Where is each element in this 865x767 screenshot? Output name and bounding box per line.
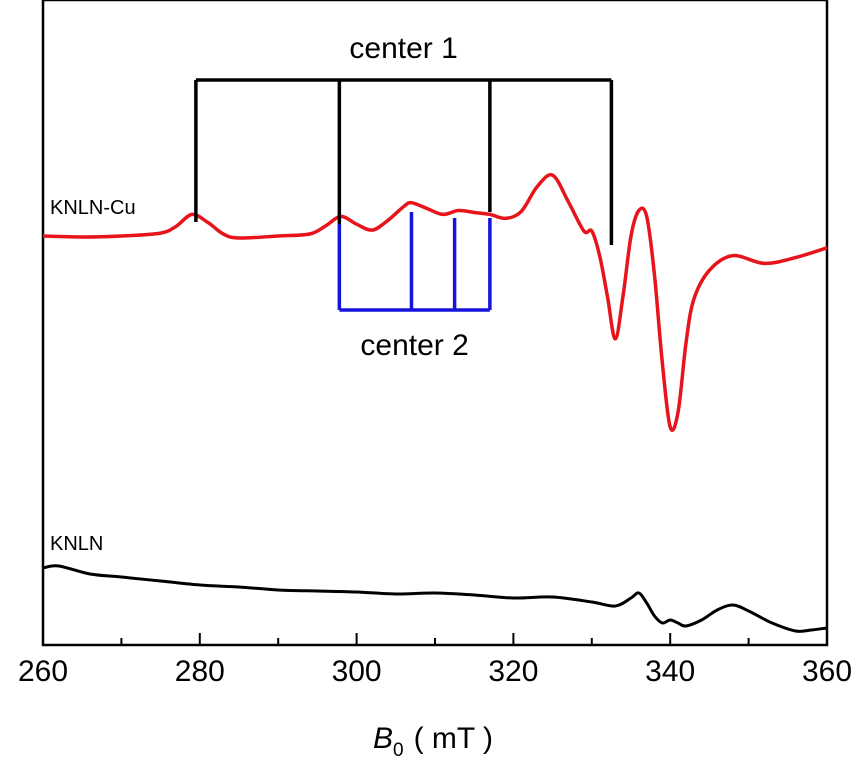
- series-line-knln-cu: [42, 173, 828, 432]
- x-axis-subscript: 0: [393, 740, 404, 761]
- x-axis-tick-labels: 260 280 300 320 340 360: [18, 655, 852, 688]
- annotation-label: center 1: [349, 32, 457, 65]
- annotation-layer: center 1 center 2: [194, 32, 614, 362]
- x-axis-symbol: B: [373, 722, 393, 755]
- x-tick-label: 260: [18, 655, 68, 688]
- annotation-label: center 2: [360, 329, 468, 362]
- plot-frame: [41, 0, 829, 647]
- x-tick-label: 340: [645, 655, 695, 688]
- series-layer: [42, 173, 828, 633]
- x-axis-ticks: [42, 633, 828, 645]
- annotation-center-1: center 1: [194, 32, 614, 245]
- x-tick-label: 360: [802, 655, 852, 688]
- annotation-center-2: center 2: [337, 212, 492, 362]
- x-tick-label: 320: [488, 655, 538, 688]
- x-tick-label: 300: [332, 655, 382, 688]
- series-line-knln: [42, 564, 828, 633]
- x-axis-title: B0 ( mT ): [373, 722, 493, 761]
- x-tick-label: 280: [175, 655, 225, 688]
- series-label-knln-cu: KNLN-Cu: [50, 197, 136, 219]
- series-labels: KNLN-Cu KNLN: [50, 197, 136, 555]
- x-axis-unit: ( mT ): [414, 722, 493, 755]
- series-label-knln: KNLN: [50, 533, 103, 555]
